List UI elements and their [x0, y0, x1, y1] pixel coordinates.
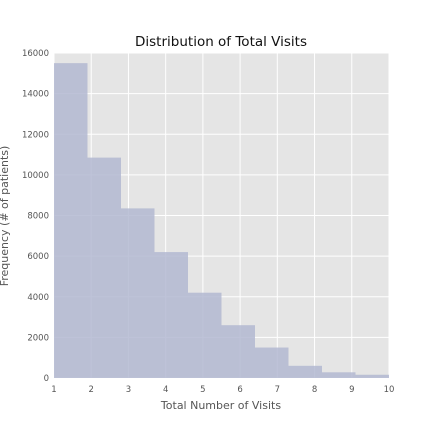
histogram-bar-2 [87, 157, 121, 378]
x-tick-label: 8 [312, 385, 317, 395]
y-tick-label: 6000 [27, 252, 49, 262]
x-tick-label: 9 [349, 385, 354, 395]
y-tick-label: 2000 [27, 333, 49, 343]
y-tick-label: 4000 [27, 293, 49, 303]
y-tick-label: 8000 [27, 212, 49, 222]
y-axis-label: Frequency (# of patients) [0, 146, 11, 287]
histogram-bar-7 [255, 347, 289, 378]
x-tick-label: 7 [275, 385, 280, 395]
x-tick-label: 10 [384, 385, 395, 395]
histogram-bar-6 [221, 325, 255, 378]
y-tick-label: 16000 [22, 49, 49, 59]
y-tick-label: 10000 [22, 171, 49, 181]
x-tick-label: 1 [51, 385, 56, 395]
chart-title: Distribution of Total Visits [135, 34, 307, 50]
histogram-bar-5 [188, 292, 222, 378]
y-tick-label: 0 [44, 374, 49, 384]
x-tick-label: 4 [163, 385, 168, 395]
histogram-bar-9 [322, 372, 356, 378]
histogram-bar-3 [121, 208, 155, 378]
histogram-bar-4 [154, 252, 188, 378]
y-tick-label: 14000 [22, 90, 49, 100]
x-tick-label: 6 [237, 385, 242, 395]
y-tick-label: 12000 [22, 130, 49, 140]
x-tick-label: 5 [200, 385, 205, 395]
axis-ticks: 0 2000 4000 6000 8000 10000 12000 14000 16000 1 2 3… [22, 49, 394, 395]
histogram-bar-10 [355, 374, 389, 378]
x-tick-label: 3 [126, 385, 131, 395]
x-axis-label: Total Number of Visits [160, 399, 281, 412]
histogram-bar-8 [288, 365, 322, 378]
bars [54, 63, 389, 378]
histogram-bar-1 [54, 63, 88, 378]
x-tick-label: 2 [89, 385, 94, 395]
